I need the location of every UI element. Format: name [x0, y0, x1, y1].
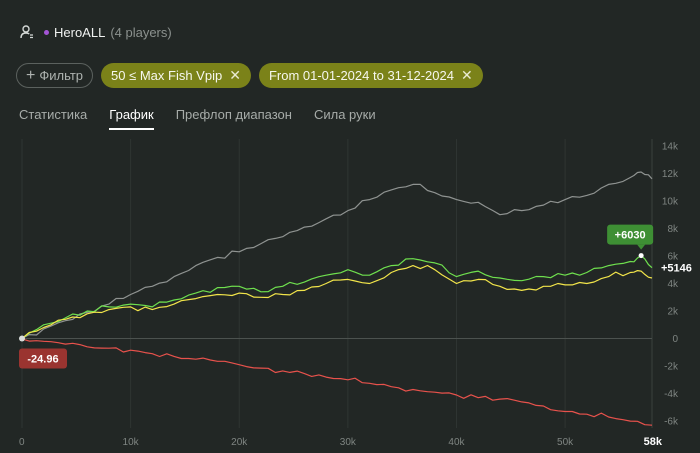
series-line-total — [21, 171, 653, 340]
start-label: -24.96 — [27, 354, 58, 366]
filter-bar: + Фильтр 50 ≤ Max Fish Vpip ✕ From 01-01… — [16, 63, 483, 88]
profit-chart: 14k 12k 10k 8k 6k 4k 2k 0 -2k -4k -6k 0 10k 20k 30k 40… — [19, 139, 692, 448]
y-tick-label: 14k — [662, 141, 679, 152]
y-tick-label: -2k — [664, 362, 679, 373]
user-icon[interactable] — [20, 25, 34, 39]
peak-point — [638, 253, 644, 259]
y-tick-label: -6k — [664, 417, 679, 428]
x-tick-label: 10k — [123, 437, 140, 448]
x-tick-label: 30k — [340, 437, 357, 448]
series-line-red — [21, 338, 653, 426]
tab-graph[interactable]: График — [109, 107, 154, 130]
y-tick-label: 8k — [667, 224, 679, 235]
y-tick-label: 0 — [672, 334, 678, 345]
x-tick-label: 58k — [644, 436, 663, 448]
peak-label-box — [607, 224, 654, 245]
filter-chip-label: From 01-01-2024 to 31-12-2024 — [268, 68, 454, 83]
close-icon[interactable]: ✕ — [460, 67, 473, 83]
x-tick-label: 40k — [448, 437, 465, 448]
filter-chip-max-fish-vpip[interactable]: 50 ≤ Max Fish Vpip ✕ — [101, 63, 251, 88]
series-line-yellow — [21, 264, 653, 339]
peak-label-pointer — [637, 244, 646, 250]
end-value-label: +5146 — [661, 263, 692, 275]
tab-statistics[interactable]: Статистика — [19, 107, 88, 122]
filter-chip-label: 50 ≤ Max Fish Vpip — [111, 68, 223, 83]
y-tick-label: 10k — [662, 196, 679, 207]
y-tick-label: -4k — [664, 389, 679, 400]
tab-bar: Статистика График Префлоп диапазон Сила … — [19, 107, 398, 130]
add-filter-label: Фильтр — [39, 68, 84, 83]
tab-hand-strength[interactable]: Сила руки — [313, 107, 376, 122]
series-line-green — [21, 255, 653, 339]
close-icon[interactable]: ✕ — [229, 67, 241, 83]
peak-label: +6030 — [615, 230, 646, 242]
header: HeroALL (4 players) — [20, 22, 172, 42]
y-tick-label: 4k — [667, 279, 679, 290]
filter-chip-date-range[interactable]: From 01-01-2024 to 31-12-2024 ✕ — [258, 63, 483, 88]
plus-icon: + — [26, 66, 36, 84]
players-count: (4 players) — [110, 24, 172, 40]
start-point — [19, 335, 25, 342]
start-label-box — [19, 348, 67, 369]
y-tick-label: 12k — [662, 169, 679, 180]
add-filter-button[interactable]: + Фильтр — [16, 63, 94, 88]
x-tick-label: 50k — [557, 437, 574, 448]
x-tick-label: 20k — [231, 437, 248, 448]
y-tick-label: 2k — [667, 307, 679, 318]
y-tick-label: 6k — [667, 251, 679, 262]
tab-preflop-range[interactable]: Префлоп диапазон — [175, 107, 292, 122]
x-tick-label: 0 — [19, 437, 25, 448]
hero-color-dot — [44, 29, 49, 35]
hero-name[interactable]: HeroALL — [54, 24, 106, 40]
